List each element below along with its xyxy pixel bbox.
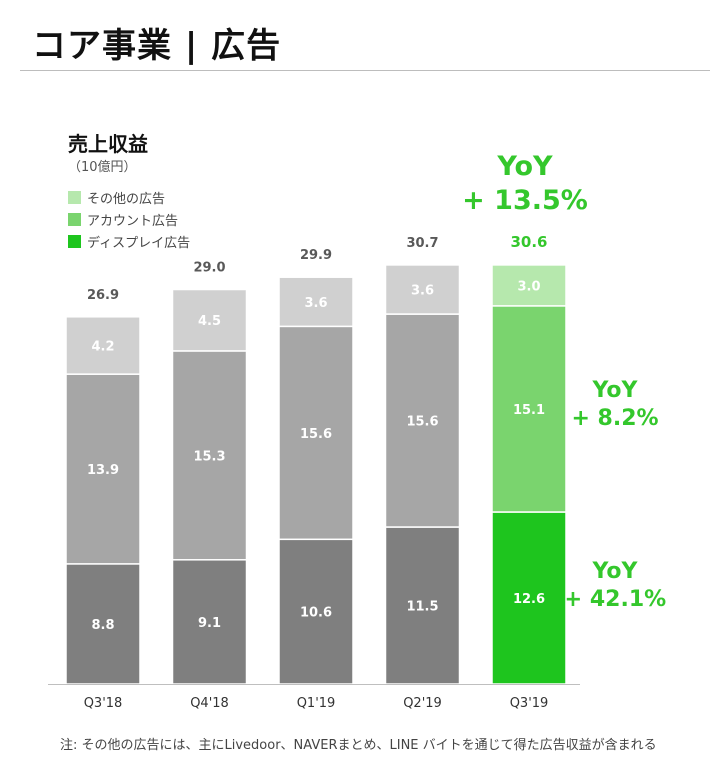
bar-segment-other [384,264,461,315]
segment-value-label: 15.3 [193,449,225,464]
segment-value-label: 15.6 [406,415,438,430]
yoy-total-value: + 13.5% [462,184,588,216]
segment-value-label: 3.6 [411,283,434,298]
legend-swatch-account [68,212,81,226]
yoy-account-label: YoY [592,378,638,403]
bar-segment-display [384,526,461,685]
legend-swatch-other [68,190,81,204]
bar-segment-display [171,559,248,685]
footnote: 注: その他の広告には、主にLivedoor、NAVERまとめ、LINE バイト… [60,738,657,753]
bar-segment-other [491,264,567,307]
bar-segment-account [384,313,461,528]
segment-value-label: 13.9 [87,463,119,478]
chart-legend: その他の広告 アカウント広告 ディスプレイ広告 [68,186,190,252]
bar-segment-other [278,276,354,328]
yoy-display-annotation: YoY + 42.1% [560,558,670,613]
segment-value-label: 4.5 [198,314,221,329]
bar-segment-other [65,316,141,375]
chart-title: 売上収益 [68,132,148,156]
title-divider [20,70,710,71]
segment-value-label: 12.6 [513,592,545,607]
bar-total-label: 30.6 [510,233,547,251]
chart-unit: （10億円） [68,160,137,175]
segment-value-label: 11.5 [406,600,438,615]
legend-swatch-display [68,234,81,248]
yoy-display-label: YoY [592,559,638,584]
yoy-total-label: YoY [497,151,553,182]
bar-total-label: 29.0 [193,260,225,275]
page-title: コア事業 | 広告 [32,26,282,66]
x-tick-label: Q4'18 [190,696,229,711]
bar-total-label: 29.9 [300,248,332,263]
legend-item-display: ディスプレイ広告 [68,230,190,252]
bar-segment-account [65,373,141,565]
segment-value-label: 8.8 [91,618,114,633]
bar-total-label: 26.9 [87,288,119,303]
bar-segment-display [278,538,354,685]
yoy-account-value: + 8.2% [571,405,659,431]
segment-value-label: 4.2 [91,339,114,354]
legend-label-account: アカウント広告 [87,213,179,229]
legend-item-other: その他の広告 [68,186,190,208]
yoy-display-value: + 42.1% [563,586,667,612]
yoy-total-annotation: YoY + 13.5% [455,150,595,218]
legend-label-other: その他の広告 [87,191,166,207]
segment-value-label: 3.6 [304,296,327,311]
bar-segment-account [491,305,567,513]
x-tick-label: Q3'19 [510,696,549,711]
bar-segment-account [171,350,248,561]
bar-segment-display [65,563,141,685]
x-tick-label: Q3'18 [84,696,123,711]
bar-segment-other [171,288,248,352]
yoy-account-annotation: YoY + 8.2% [560,377,670,432]
segment-value-label: 15.6 [300,427,332,442]
x-tick-label: Q2'19 [403,696,442,711]
segment-value-label: 15.1 [513,403,545,418]
legend-label-display: ディスプレイ広告 [87,235,191,251]
segment-value-label: 10.6 [300,606,332,621]
segment-value-label: 3.0 [517,279,540,294]
x-tick-label: Q1'19 [297,696,336,711]
legend-item-account: アカウント広告 [68,208,190,230]
segment-value-label: 9.1 [198,616,221,631]
bar-total-label: 30.7 [406,236,438,251]
stacked-bar-chart: 8.8 13.9 4.2 26.9 Q3'18 9.1 15.3 4.5 29.0 Q4'18 10… [48,233,580,711]
